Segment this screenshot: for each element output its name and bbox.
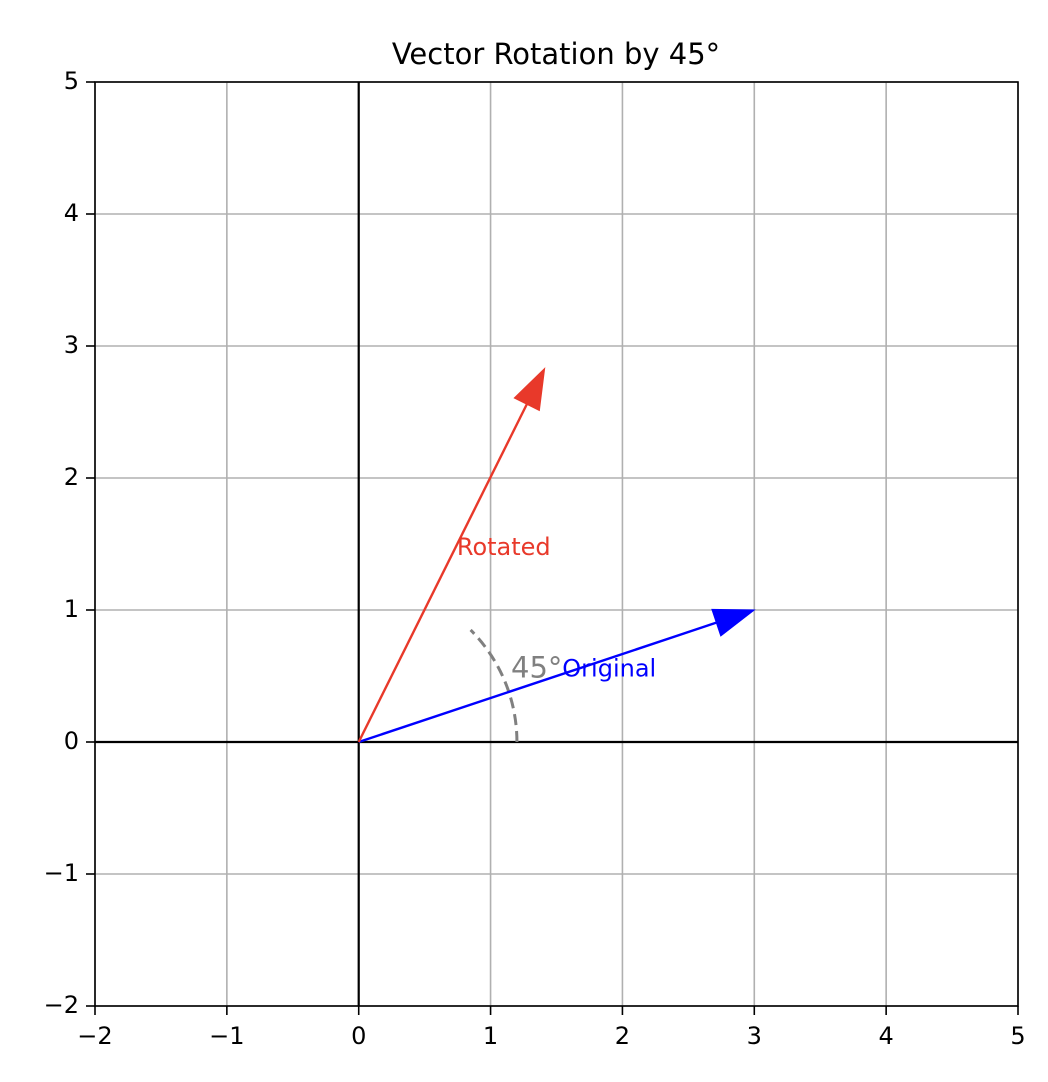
y-tick-label: −1 [44, 859, 79, 887]
y-tick-label: 0 [64, 727, 79, 755]
x-tick-label: −2 [77, 1022, 112, 1050]
angle-label: 45° [511, 650, 562, 684]
vector-original [358, 608, 756, 744]
y-tick-label: 3 [64, 331, 79, 359]
vector-arrowhead [711, 608, 756, 637]
y-tick-label: 1 [64, 595, 79, 623]
x-tick-label: −1 [209, 1022, 244, 1050]
x-tick-label: 1 [483, 1022, 498, 1050]
angle-arc [469, 628, 519, 743]
y-tick-label: 5 [64, 67, 79, 95]
zero-axis-lines [95, 82, 1018, 1006]
vector-arrowhead [513, 367, 546, 412]
labels: Original Rotated 45° [457, 533, 656, 684]
plot-frame [94, 81, 1019, 1007]
grid [94, 81, 1019, 1007]
vector-shaft [357, 403, 528, 743]
vector-label-original: Original [562, 654, 656, 682]
y-tick-label: 2 [64, 463, 79, 491]
x-tick-label: 4 [879, 1022, 894, 1050]
x-tick-label: 3 [747, 1022, 762, 1050]
vector-rotated [357, 367, 546, 743]
y-axis: −2 −1 0 1 2 3 4 5 [44, 67, 95, 1019]
angle-arc-group [469, 628, 519, 743]
vector-shaft [358, 621, 717, 744]
y-tick-label: −2 [44, 991, 79, 1019]
x-axis: −2 −1 0 1 2 3 4 5 [77, 1006, 1026, 1050]
x-tick-label: 2 [615, 1022, 630, 1050]
y-tick-label: 4 [64, 199, 79, 227]
vector-label-rotated: Rotated [457, 533, 551, 561]
x-tick-label: 5 [1010, 1022, 1025, 1050]
vectors [357, 367, 756, 744]
x-tick-label: 0 [351, 1022, 366, 1050]
chart-title: Vector Rotation by 45° [392, 37, 720, 71]
